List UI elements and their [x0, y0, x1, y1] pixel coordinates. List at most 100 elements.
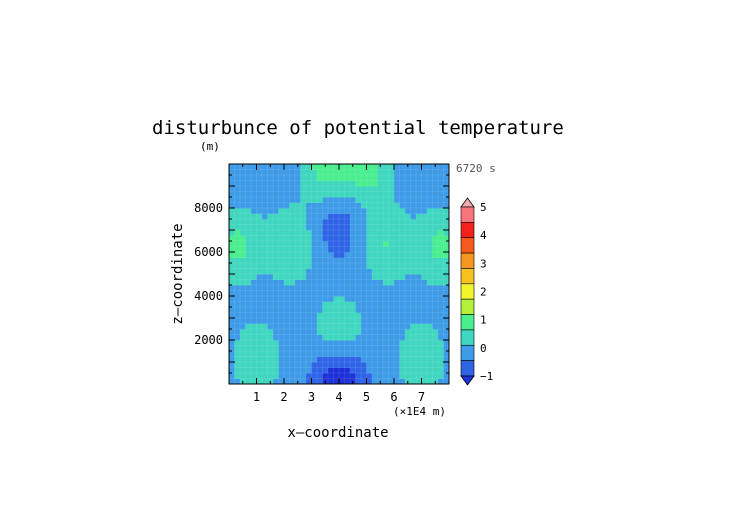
heatmap-cell — [256, 191, 263, 198]
heatmap-cell — [317, 241, 323, 247]
heatmap-cell — [350, 274, 356, 280]
heatmap-cell — [328, 202, 334, 209]
heatmap-cell — [377, 290, 384, 297]
heatmap-cell — [344, 268, 351, 275]
heatmap-cell — [438, 279, 444, 286]
heatmap-cell — [432, 241, 439, 247]
heatmap-cell — [383, 169, 389, 176]
heatmap-cell — [256, 329, 263, 335]
heatmap-cell — [421, 169, 428, 176]
heatmap-cell — [355, 180, 362, 187]
heatmap-cell — [350, 301, 356, 308]
heatmap-cell — [443, 323, 450, 330]
heatmap-cell — [339, 202, 345, 209]
heatmap-cell — [289, 362, 296, 368]
heatmap-cell — [355, 345, 362, 352]
heatmap-cell — [234, 246, 241, 253]
heatmap-cell — [278, 340, 285, 346]
heatmap-cell — [394, 378, 400, 385]
heatmap-cell — [240, 191, 246, 198]
heatmap-cell — [240, 296, 246, 302]
heatmap-cell — [388, 362, 395, 368]
heatmap-cell — [278, 334, 285, 341]
heatmap-cell — [245, 323, 252, 330]
heatmap-cell — [333, 340, 340, 346]
heatmap-cell — [366, 285, 373, 291]
heatmap-cell — [344, 252, 351, 258]
heatmap-cell — [350, 312, 356, 319]
heatmap-cell — [333, 373, 340, 379]
heatmap-cell — [355, 274, 362, 280]
heatmap-cell — [405, 334, 411, 341]
heatmap-cell — [262, 351, 268, 357]
heatmap-cell — [311, 312, 318, 319]
heatmap-cell — [366, 296, 373, 302]
y-tick-label: 2000 — [194, 333, 223, 347]
heatmap-cell — [361, 202, 367, 209]
heatmap-cell — [416, 312, 422, 319]
heatmap-cell — [416, 191, 422, 198]
heatmap-cell — [322, 351, 329, 357]
heatmap-cell — [410, 202, 417, 209]
heatmap-cell — [306, 279, 312, 286]
heatmap-cell — [339, 285, 345, 291]
heatmap-cell — [372, 197, 378, 203]
heatmap-cell — [284, 252, 290, 258]
heatmap-cell — [394, 373, 400, 379]
heatmap-cell — [262, 301, 268, 308]
heatmap-cell — [388, 208, 395, 214]
heatmap-cell — [251, 318, 257, 324]
heatmap-cell — [355, 351, 362, 357]
heatmap-cell — [229, 191, 235, 198]
heatmap-cell — [234, 362, 241, 368]
heatmap-cell — [372, 312, 378, 319]
heatmap-cell — [317, 301, 323, 308]
heatmap-cell — [399, 378, 406, 385]
heatmap-cell — [405, 263, 411, 269]
heatmap-cell — [443, 180, 450, 187]
heatmap-cell — [251, 164, 257, 170]
heatmap-cell — [306, 186, 312, 192]
heatmap-cell — [361, 197, 367, 203]
heatmap-cell — [311, 351, 318, 357]
heatmap-cell — [421, 373, 428, 379]
heatmap-cell — [262, 180, 268, 187]
heatmap-cell — [339, 213, 345, 220]
heatmap-cell — [394, 230, 400, 236]
heatmap-cell — [405, 252, 411, 258]
heatmap-cell — [410, 307, 417, 313]
heatmap-cell — [399, 252, 406, 258]
heatmap-cell — [289, 312, 296, 319]
heatmap-cell — [267, 318, 274, 324]
heatmap-cell — [278, 312, 285, 319]
heatmap-cell — [339, 263, 345, 269]
heatmap-cell — [443, 268, 450, 275]
heatmap-cell — [333, 252, 340, 258]
heatmap-cell — [245, 186, 252, 192]
heatmap-cell — [416, 164, 422, 170]
heatmap-cell — [317, 334, 323, 341]
heatmap-cell — [322, 241, 329, 247]
heatmap-cell — [399, 356, 406, 363]
heatmap-cell — [350, 169, 356, 176]
heatmap-cell — [273, 307, 279, 313]
heatmap-cell — [394, 356, 400, 363]
heatmap-cell — [421, 378, 428, 385]
heatmap-cell — [300, 301, 307, 308]
heatmap-cell — [328, 180, 334, 187]
heatmap-cell — [421, 301, 428, 308]
heatmap-cell — [284, 257, 290, 264]
heatmap-cell — [432, 340, 439, 346]
heatmap-cell — [344, 356, 351, 363]
heatmap-cell — [245, 252, 252, 258]
heatmap-cell — [427, 274, 433, 280]
heatmap-cell — [306, 213, 312, 220]
heatmap-cell — [438, 197, 444, 203]
heatmap-cell — [421, 180, 428, 187]
heatmap-cell — [388, 296, 395, 302]
heatmap-cell — [251, 356, 257, 363]
heatmap-cell — [234, 230, 241, 236]
heatmap-cell — [372, 274, 378, 280]
